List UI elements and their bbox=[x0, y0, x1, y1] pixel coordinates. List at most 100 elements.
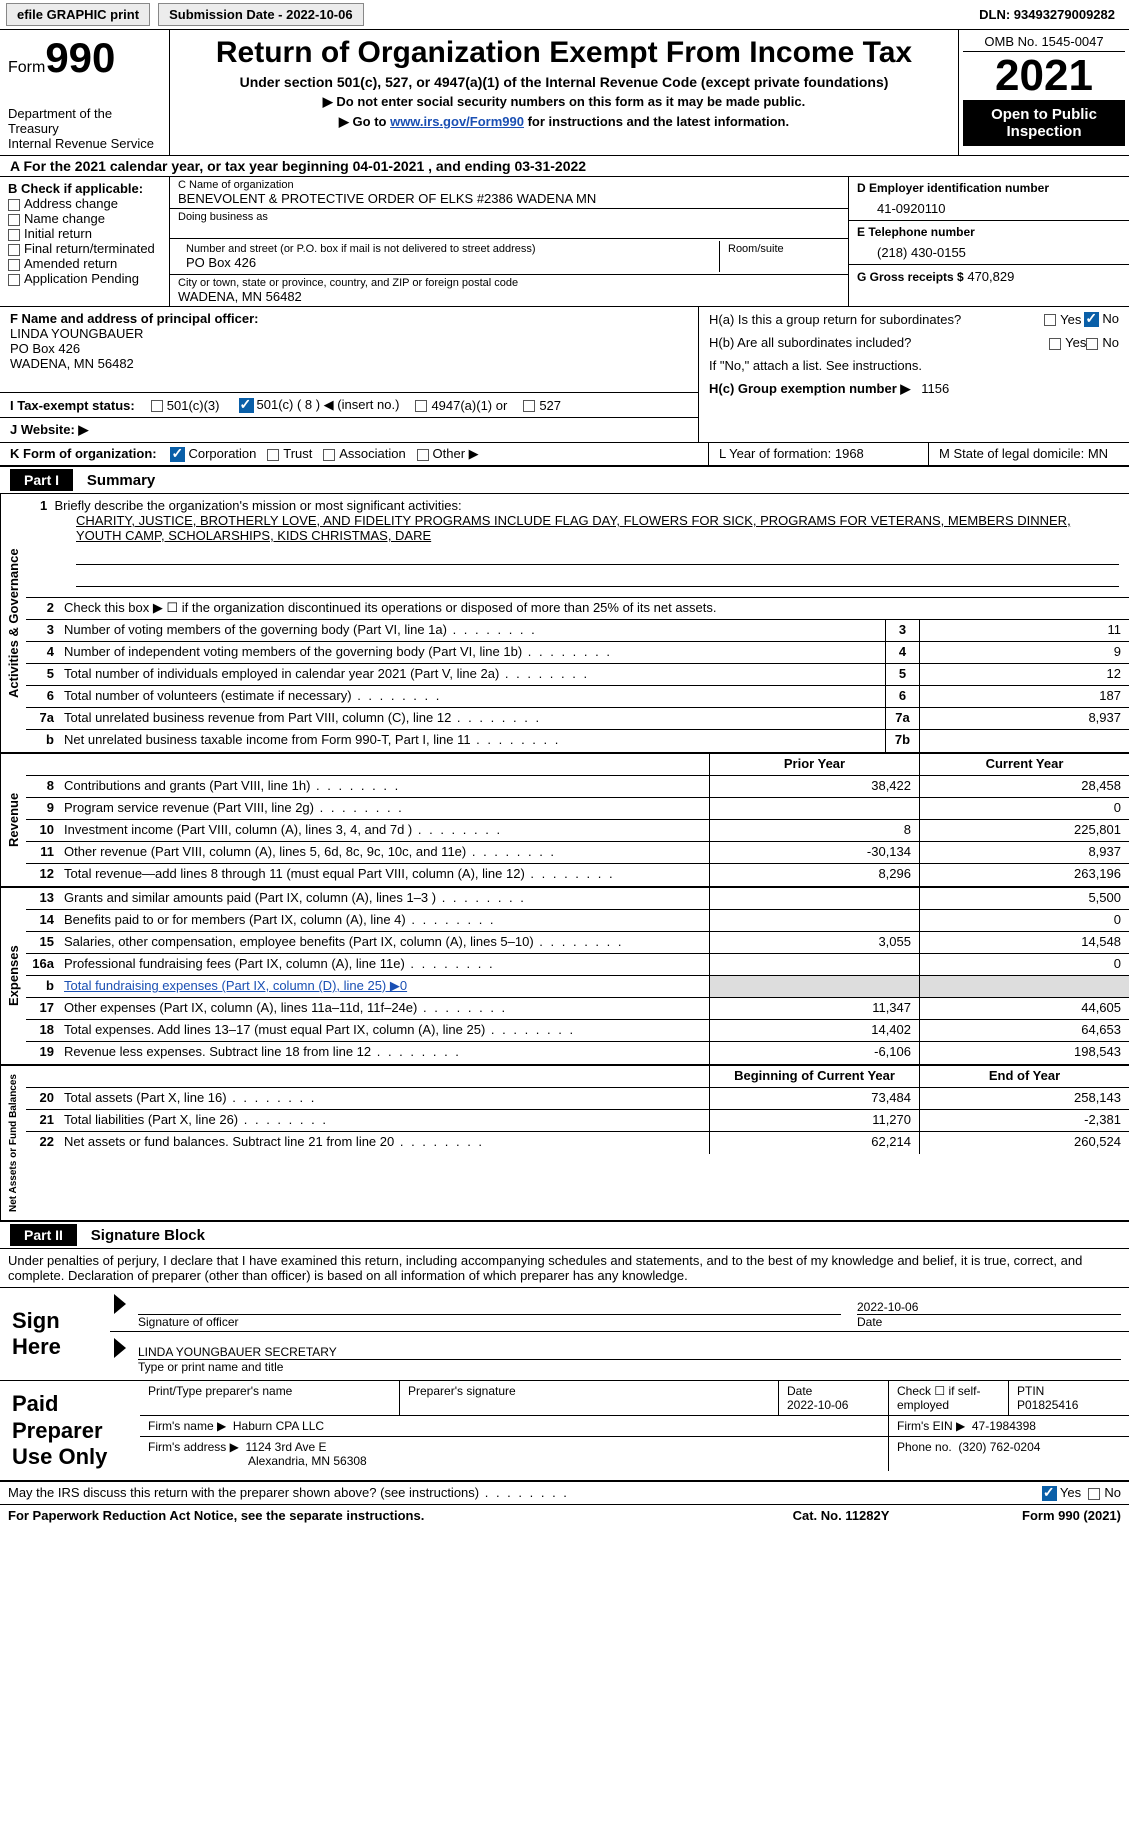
ein-label: D Employer identification number bbox=[857, 181, 1121, 195]
firm-name-value: Haburn CPA LLC bbox=[233, 1419, 324, 1433]
ha-no[interactable]: No bbox=[1081, 311, 1119, 327]
efile-print-button[interactable]: efile GRAPHIC print bbox=[6, 3, 150, 26]
cb-4947[interactable]: 4947(a)(1) or bbox=[415, 398, 507, 413]
expense-row-15: 15 Salaries, other compensation, employe… bbox=[26, 932, 1129, 954]
vtab-netassets: Net Assets or Fund Balances bbox=[0, 1066, 26, 1220]
cb-initial-return[interactable]: Initial return bbox=[8, 226, 161, 241]
submission-date-button[interactable]: Submission Date - 2022-10-06 bbox=[158, 3, 364, 26]
cb-final-return[interactable]: Final return/terminated bbox=[8, 241, 161, 256]
sig-officer-label: Signature of officer bbox=[138, 1314, 841, 1329]
expense-row-19: 19 Revenue less expenses. Subtract line … bbox=[26, 1042, 1129, 1064]
section-netassets: Net Assets or Fund Balances Beginning of… bbox=[0, 1066, 1129, 1222]
part1-title: Summary bbox=[77, 472, 155, 489]
tax-status-row: I Tax-exempt status: 501(c)(3) 501(c) ( … bbox=[0, 393, 698, 418]
hb-no[interactable]: No bbox=[1086, 335, 1119, 350]
cb-501c[interactable]: 501(c) ( 8 ) ◀ (insert no.) bbox=[236, 397, 400, 413]
dept-treasury: Department of the Treasury bbox=[8, 106, 161, 136]
revenue-row-10: 10 Investment income (Part VIII, column … bbox=[26, 820, 1129, 842]
cb-application-pending[interactable]: Application Pending bbox=[8, 271, 161, 286]
q1-label: Briefly describe the organization's miss… bbox=[54, 498, 461, 513]
ha-yes[interactable]: Yes bbox=[1044, 312, 1081, 327]
officer-city: WADENA, MN 56482 bbox=[10, 356, 688, 371]
cb-assoc[interactable]: Association bbox=[323, 446, 405, 461]
gross-value: 470,829 bbox=[967, 269, 1014, 284]
form-number: Form990 bbox=[8, 34, 161, 82]
officer-street: PO Box 426 bbox=[10, 341, 688, 356]
hdr-begin-year: Beginning of Current Year bbox=[709, 1066, 919, 1087]
ein-value: 41-0920110 bbox=[857, 195, 1121, 216]
firm-name-label: Firm's name ▶ bbox=[148, 1419, 226, 1433]
prep-selfemployed[interactable]: Check ☐ if self-employed bbox=[889, 1381, 1009, 1415]
cat-no: Cat. No. 11282Y bbox=[741, 1508, 941, 1523]
sign-block: Sign Here Signature of officer 2022-10-0… bbox=[0, 1288, 1129, 1381]
footer-final: For Paperwork Reduction Act Notice, see … bbox=[0, 1505, 1129, 1526]
goto-line: ▶ Go to www.irs.gov/Form990 for instruct… bbox=[182, 114, 946, 130]
org-name-label: C Name of organization bbox=[178, 179, 840, 191]
firm-ein-value: 47-1984398 bbox=[972, 1419, 1036, 1433]
hdr-current-year: Current Year bbox=[919, 754, 1129, 775]
summary-row-4: 4 Number of independent voting members o… bbox=[26, 642, 1129, 664]
firm-phone-label: Phone no. bbox=[897, 1440, 952, 1454]
form-subtitle: Under section 501(c), 527, or 4947(a)(1)… bbox=[182, 74, 946, 90]
block-fh: F Name and address of principal officer:… bbox=[0, 307, 1129, 443]
firm-addr-label: Firm's address ▶ bbox=[148, 1440, 239, 1454]
hb-note: If "No," attach a list. See instructions… bbox=[699, 354, 1129, 377]
expense-row-16a: 16a Professional fundraising fees (Part … bbox=[26, 954, 1129, 976]
cb-amended-return[interactable]: Amended return bbox=[8, 256, 161, 271]
hc-label: H(c) Group exemption number ▶ bbox=[709, 381, 910, 396]
cb-corp[interactable]: Corporation bbox=[167, 446, 256, 461]
hb-yes[interactable]: Yes bbox=[1049, 335, 1086, 350]
col-d-ein-phone: D Employer identification number 41-0920… bbox=[849, 177, 1129, 306]
tax-year: 2021 bbox=[963, 52, 1125, 100]
firm-phone-value: (320) 762-0204 bbox=[958, 1440, 1040, 1454]
phone-label: E Telephone number bbox=[857, 225, 1121, 239]
revenue-row-11: 11 Other revenue (Part VIII, column (A),… bbox=[26, 842, 1129, 864]
netasset-row-20: 20 Total assets (Part X, line 16) 73,484… bbox=[26, 1088, 1129, 1110]
preparer-block: Paid Preparer Use Only Print/Type prepar… bbox=[0, 1381, 1129, 1482]
no-ssn-note: ▶ Do not enter social security numbers o… bbox=[182, 94, 946, 110]
room-label: Room/suite bbox=[728, 243, 832, 255]
org-name: BENEVOLENT & PROTECTIVE ORDER OF ELKS #2… bbox=[178, 191, 840, 206]
col-c-org-info: C Name of organization BENEVOLENT & PROT… bbox=[170, 177, 849, 306]
section-expenses: Expenses 13 Grants and similar amounts p… bbox=[0, 888, 1129, 1066]
name-title-label: Type or print name and title bbox=[138, 1359, 1121, 1374]
cb-other[interactable]: Other ▶ bbox=[417, 446, 479, 461]
irs-link[interactable]: www.irs.gov/Form990 bbox=[390, 114, 524, 129]
firm-ein-label: Firm's EIN ▶ bbox=[897, 1419, 965, 1433]
cb-trust[interactable]: Trust bbox=[267, 446, 312, 461]
expense-row-13: 13 Grants and similar amounts paid (Part… bbox=[26, 888, 1129, 910]
form-title: Return of Organization Exempt From Incom… bbox=[182, 36, 946, 70]
state-domicile: M State of legal domicile: MN bbox=[929, 443, 1129, 465]
part1-tag: Part I bbox=[10, 469, 73, 491]
cb-527[interactable]: 527 bbox=[523, 398, 561, 413]
discuss-yes[interactable]: Yes bbox=[1039, 1485, 1081, 1501]
part2-title: Signature Block bbox=[81, 1227, 205, 1244]
cb-name-change[interactable]: Name change bbox=[8, 211, 161, 226]
sign-here-label: Sign Here bbox=[0, 1288, 110, 1380]
netasset-row-21: 21 Total liabilities (Part X, line 26) 1… bbox=[26, 1110, 1129, 1132]
line-a: A For the 2021 calendar year, or tax yea… bbox=[0, 156, 1129, 177]
dln-label: DLN: 93493279009282 bbox=[979, 7, 1115, 22]
part2-header-row: Part II Signature Block bbox=[0, 1222, 1129, 1249]
discuss-no[interactable]: No bbox=[1088, 1485, 1121, 1501]
part1-header-row: Part I Summary bbox=[0, 467, 1129, 494]
cb-address-change[interactable]: Address change bbox=[8, 196, 161, 211]
part2-tag: Part II bbox=[10, 1224, 77, 1246]
prep-sig-label: Preparer's signature bbox=[408, 1384, 770, 1398]
hb-label: H(b) Are all subordinates included? bbox=[709, 335, 1049, 350]
summary-row-5: 5 Total number of individuals employed i… bbox=[26, 664, 1129, 686]
officer-label: F Name and address of principal officer: bbox=[10, 311, 688, 326]
paperwork-notice: For Paperwork Reduction Act Notice, see … bbox=[8, 1508, 741, 1523]
summary-row-6: 6 Total number of volunteers (estimate i… bbox=[26, 686, 1129, 708]
officer-name-title: LINDA YOUNGBAUER SECRETARY bbox=[138, 1345, 1121, 1359]
omb-number: OMB No. 1545-0047 bbox=[963, 34, 1125, 52]
topbar: efile GRAPHIC print Submission Date - 20… bbox=[0, 0, 1129, 30]
cb-501c3[interactable]: 501(c)(3) bbox=[151, 398, 220, 413]
sig-date-value: 2022-10-06 bbox=[857, 1300, 1121, 1314]
netasset-row-22: 22 Net assets or fund balances. Subtract… bbox=[26, 1132, 1129, 1154]
discuss-line: May the IRS discuss this return with the… bbox=[0, 1482, 1129, 1505]
section-activities: Activities & Governance 1 Briefly descri… bbox=[0, 494, 1129, 754]
sign-arrow-icon-2 bbox=[114, 1338, 126, 1358]
ptin-label: PTIN bbox=[1017, 1384, 1121, 1398]
expense-row-17: 17 Other expenses (Part IX, column (A), … bbox=[26, 998, 1129, 1020]
